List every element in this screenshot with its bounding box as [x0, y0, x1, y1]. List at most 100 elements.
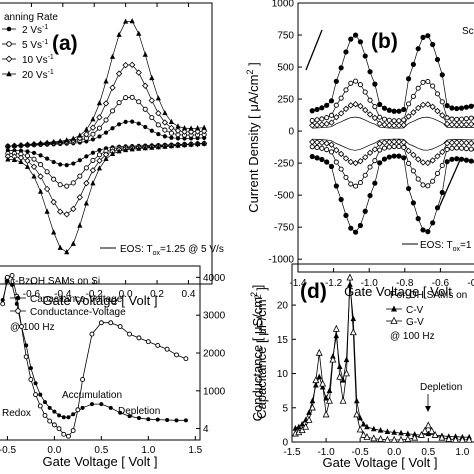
data-point: [333, 332, 340, 339]
data-point: [328, 112, 335, 118]
data-point: [37, 140, 44, 146]
y2-tick-label: 4: [203, 424, 209, 435]
data-point: [352, 32, 359, 38]
y-tick-label: 5: [282, 403, 288, 414]
legend-marker: [5, 55, 13, 63]
data-point: [102, 100, 110, 107]
data-point: [84, 154, 89, 159]
data-point: [162, 143, 168, 149]
data-point: [429, 103, 436, 111]
data-point: [324, 147, 330, 153]
data-point: [309, 397, 316, 404]
data-point: [421, 426, 429, 434]
data-point: [77, 222, 83, 228]
data-point: [66, 433, 71, 439]
x-axis-label: Gate Voltage [ Volt ]: [43, 293, 158, 308]
data-point: [459, 116, 465, 122]
data-point: [90, 137, 96, 142]
data-point: [342, 105, 350, 113]
data-point: [362, 154, 369, 161]
data-point: [449, 116, 455, 122]
data-point: [425, 183, 431, 189]
data-point: [357, 102, 364, 110]
data-point: [18, 141, 24, 148]
data-point: [444, 103, 450, 109]
data-point: [31, 150, 37, 156]
data-point: [33, 381, 38, 386]
data-point: [396, 108, 402, 114]
data-point: [381, 139, 388, 146]
data-point: [28, 366, 33, 371]
data-point: [123, 119, 128, 124]
data-point: [319, 145, 325, 151]
data-point: [313, 381, 319, 388]
data-point: [401, 144, 407, 150]
data-point: [318, 121, 326, 128]
data-point: [37, 403, 43, 409]
legend-fragment: Sc: [462, 26, 474, 37]
data-point: [42, 400, 47, 405]
data-point: [372, 81, 378, 87]
data-point: [362, 106, 369, 114]
data-point: [465, 435, 473, 443]
data-point: [357, 414, 363, 421]
data-point: [338, 65, 344, 71]
data-point: [156, 131, 161, 137]
panel-label: (b): [371, 30, 398, 53]
data-point: [149, 128, 154, 133]
data-point: [90, 116, 96, 122]
series-line: [295, 284, 470, 438]
data-point: [90, 157, 96, 163]
x-tick-label: -1.2: [325, 278, 343, 289]
data-point: [410, 109, 417, 116]
data-point: [175, 136, 181, 141]
data-point: [66, 415, 71, 420]
data-point: [349, 328, 357, 336]
data-point: [146, 417, 151, 422]
x-axis-label: Gate Voltage [ Volt ]: [323, 455, 438, 470]
data-point: [77, 132, 83, 138]
data-point: [333, 146, 340, 154]
data-point: [168, 118, 175, 124]
panel-b: -1000 -750 -500 -250 0 250 500 750 1000 -1.4 -1.2 -…: [245, 0, 474, 299]
data-point: [136, 30, 142, 36]
data-point: [333, 113, 340, 121]
data-point: [405, 76, 412, 82]
data-point: [64, 163, 69, 168]
legend-label: 2 Vs-1: [22, 24, 48, 36]
data-point: [352, 229, 359, 235]
data-point: [23, 354, 29, 360]
y-tick-label: 10: [277, 369, 289, 380]
x-tick-label: -1.0: [361, 278, 379, 289]
data-point: [420, 182, 426, 188]
data-point: [405, 113, 412, 120]
data-point: [318, 139, 326, 146]
data-point: [31, 173, 37, 179]
data-point: [10, 282, 15, 287]
data-point: [346, 273, 354, 281]
data-point: [61, 415, 66, 420]
data-point: [51, 138, 57, 145]
data-point: [424, 421, 432, 429]
legend-marker: [6, 70, 12, 77]
data-point: [398, 429, 404, 436]
data-point: [70, 205, 77, 213]
data-point: [381, 145, 388, 151]
data-point: [201, 124, 207, 130]
data-point: [33, 392, 39, 398]
data-point: [443, 120, 451, 128]
plot-frame: [297, 2, 474, 273]
legend-extra: @ 100 Hz: [390, 331, 435, 342]
data-point: [336, 372, 344, 380]
data-point: [109, 150, 116, 156]
data-point: [57, 208, 64, 215]
data-point: [316, 373, 323, 380]
data-point: [377, 147, 383, 153]
data-point: [434, 91, 441, 97]
data-point: [377, 427, 384, 433]
data-point: [395, 122, 403, 129]
series-line: [2, 280, 186, 421]
data-point: [31, 140, 37, 146]
data-point: [347, 158, 354, 166]
data-point: [329, 355, 337, 363]
